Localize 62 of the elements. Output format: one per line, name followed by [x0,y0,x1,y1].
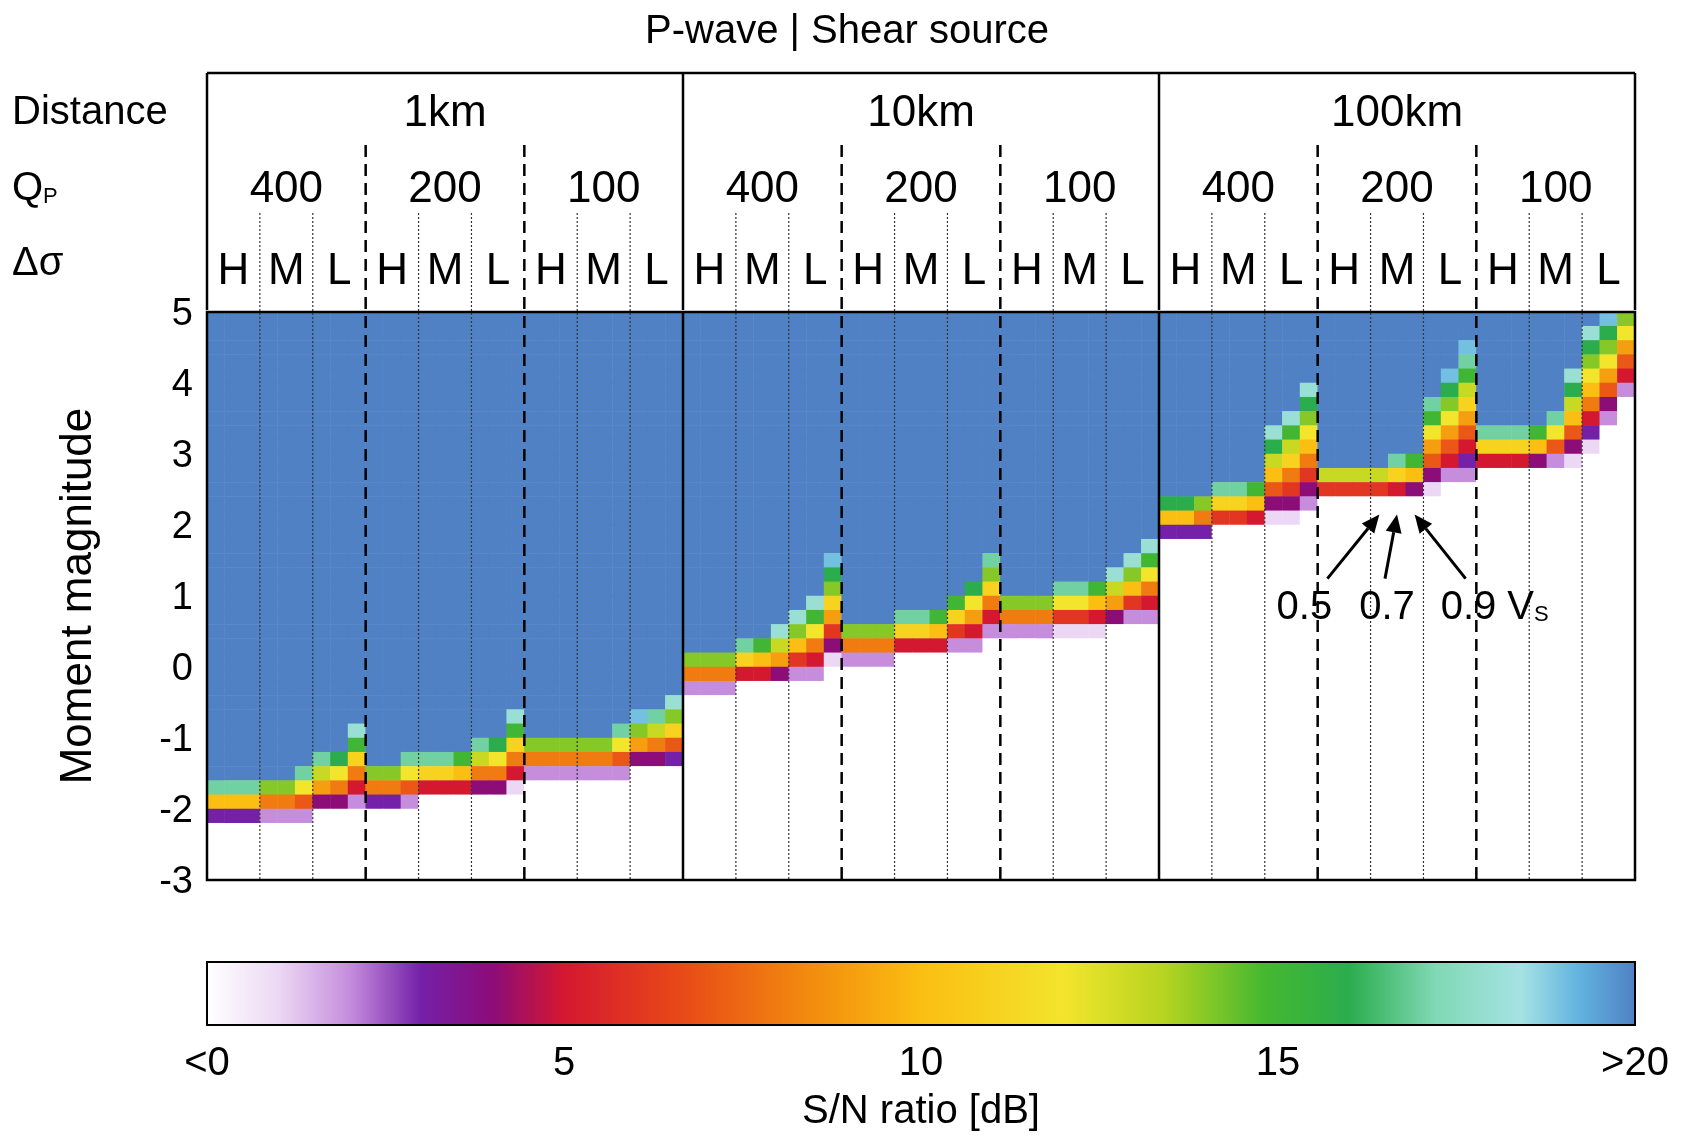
x-tick-label: L [1596,243,1621,293]
text: 100 [1518,161,1593,211]
y-tick-label: 0 [171,646,193,688]
text: 100 [1042,161,1117,211]
x-tick-label: M [268,243,305,293]
x-tick-label: M [902,243,940,293]
annotation: 0.7 [1359,582,1415,627]
text: 200 [408,161,482,211]
y-tick-label: 5 [171,291,193,333]
text: 100 [566,161,641,211]
text: 100km [1330,85,1464,135]
text: 200 [1360,161,1434,211]
y-tick-label: 2 [171,504,193,546]
color-bar-label: <0 [184,1039,230,1083]
x-tick-label: M [426,243,464,293]
y-tick-label: 3 [171,433,193,475]
chart-title: P-wave | Shear source [645,7,1049,51]
annotation: 0.5 [1276,582,1333,627]
text: Δσ [12,239,64,283]
x-tick-label: L [326,243,352,293]
x-tick-label: M [585,243,622,293]
text: Distance [12,88,168,132]
text: 10km [867,85,975,135]
text: 400 [725,161,800,211]
color-bar-label: >20 [1601,1039,1669,1083]
y-tick-label: 1 [171,575,193,617]
text: 200 [884,161,958,211]
x-tick-label: M [744,243,781,293]
y-tick-label: -1 [159,717,193,759]
x-tick-label: M [1537,243,1574,293]
text: QP [12,164,58,208]
x-tick-label: H [534,243,567,293]
x-tick-label: H [693,243,726,293]
x-tick-label: M [1220,243,1257,293]
x-tick-label: L [1120,243,1145,293]
color-bar-label: 5 [552,1039,576,1083]
y-tick-label: 4 [171,362,193,404]
x-tick-label: H [1328,243,1360,293]
x-tick-label: H [1486,243,1519,293]
x-tick-label: L [802,243,828,293]
color-bar-label: 10 [898,1039,944,1083]
x-tick-label: H [1010,243,1043,293]
color-bar-title: S/N ratio [dB] [802,1087,1040,1131]
x-tick-label: H [1169,243,1202,293]
text: 400 [249,161,324,211]
text: 1km [403,85,487,135]
y-axis-title: Moment magnitude [50,407,100,785]
x-tick-label: M [1378,243,1416,293]
x-tick-label: L [644,243,669,293]
x-tick-label: L [1278,243,1304,293]
annotation: 0.9 VS [1440,582,1549,627]
x-tick-label: H [376,243,408,293]
x-tick-label: H [852,243,884,293]
text: 400 [1201,161,1276,211]
x-tick-label: L [485,243,511,293]
x-tick-label: M [1061,243,1098,293]
x-tick-label: L [1437,243,1463,293]
y-tick-label: -2 [159,788,193,830]
color-bar-label: 15 [1255,1039,1301,1083]
x-tick-label: H [217,243,250,293]
x-tick-label: L [961,243,987,293]
y-tick-label: -3 [159,859,193,901]
